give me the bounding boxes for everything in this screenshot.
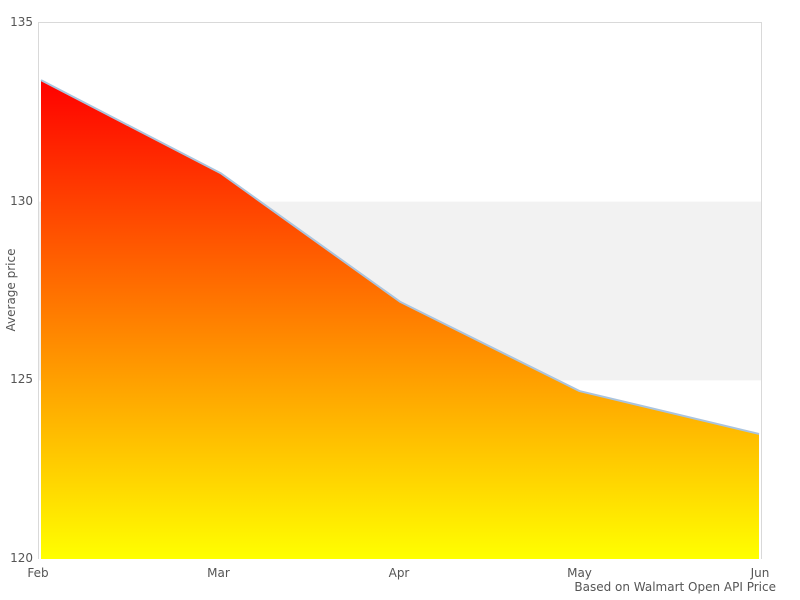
y-tick-label-120: 120	[10, 551, 33, 565]
x-tick-label-may: May	[567, 566, 592, 580]
x-tick-label-mar: Mar	[207, 566, 230, 580]
x-tick-label-jun: Jun	[750, 566, 770, 580]
area-series-line	[40, 79, 760, 435]
plot-area	[38, 22, 762, 559]
chart-caption: Based on Walmart Open API Price	[574, 580, 776, 594]
y-axis-title: Average price	[4, 248, 18, 332]
y-tick-label-130: 130	[10, 193, 33, 208]
area-series-plot	[39, 79, 761, 559]
y-tick-label-135: 135	[10, 15, 33, 29]
area-series-fill	[41, 80, 759, 559]
x-tick-label-apr: Apr	[388, 566, 410, 580]
x-tick-label-feb: Feb	[27, 566, 49, 580]
y-tick-label-125: 125	[10, 372, 33, 387]
